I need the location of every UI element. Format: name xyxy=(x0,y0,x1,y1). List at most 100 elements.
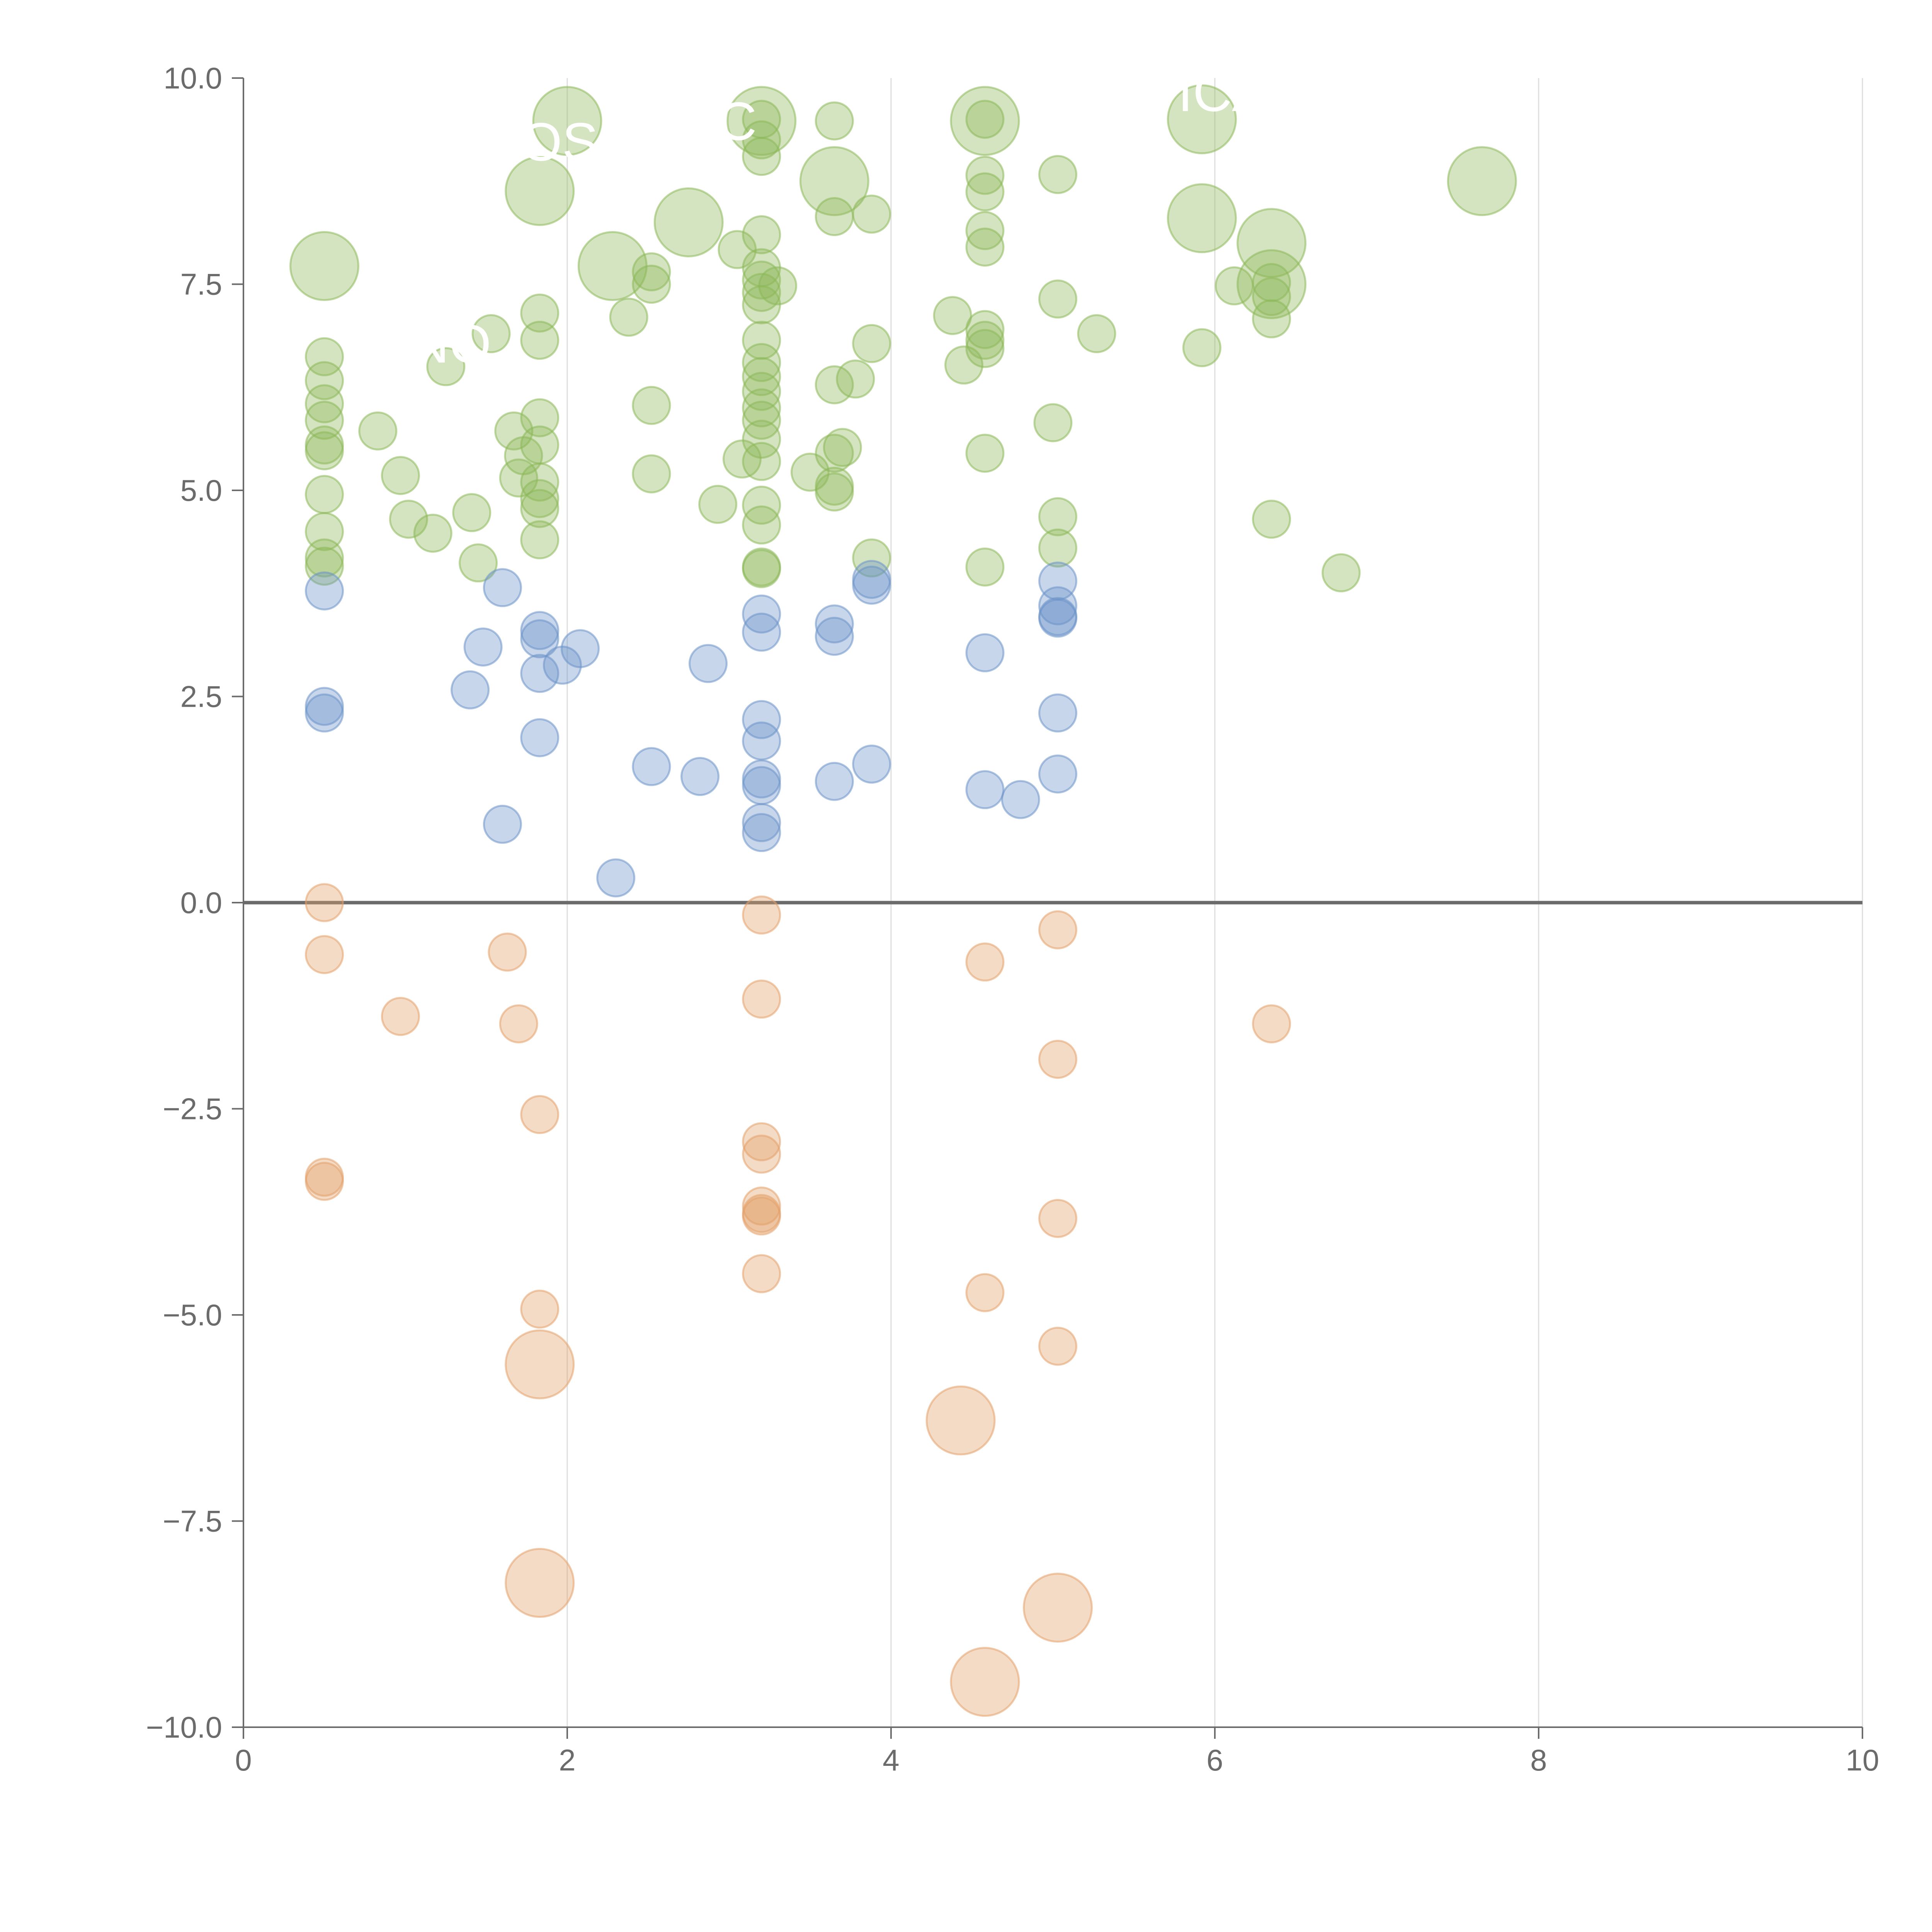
data-point xyxy=(1038,1039,1078,1079)
data-point xyxy=(1447,146,1517,216)
data-point xyxy=(505,156,575,226)
data-point xyxy=(742,980,781,1019)
data-point xyxy=(505,1548,575,1618)
data-point xyxy=(852,565,891,605)
data-point xyxy=(305,571,344,611)
data-point xyxy=(1252,1004,1291,1044)
data-point xyxy=(742,803,781,842)
data-point xyxy=(799,146,869,216)
data-point xyxy=(488,932,527,972)
data-point xyxy=(815,197,854,236)
data-point xyxy=(426,347,466,386)
data-point xyxy=(965,156,1005,195)
data-point xyxy=(505,1329,575,1400)
data-point xyxy=(305,475,344,514)
point-annotation: ICA xyxy=(1178,62,1268,122)
data-point xyxy=(823,428,862,467)
point-labels: NO OS C ICA xyxy=(410,62,1268,374)
data-point xyxy=(742,1196,781,1236)
data-point xyxy=(1038,910,1078,949)
data-point xyxy=(520,718,560,757)
data-point xyxy=(1252,277,1291,316)
data-point xyxy=(965,547,1005,587)
data-point xyxy=(520,489,560,528)
data-point xyxy=(836,359,875,399)
data-point xyxy=(742,813,781,852)
data-point xyxy=(852,538,891,578)
y-tick-label: 0.0 xyxy=(180,886,222,920)
data-point xyxy=(950,1647,1020,1717)
data-point xyxy=(689,644,728,683)
y-tick-label: −7.5 xyxy=(163,1504,222,1538)
data-point xyxy=(459,543,498,583)
data-point xyxy=(742,895,781,935)
data-point xyxy=(742,137,781,176)
data-point xyxy=(1167,84,1237,155)
data-point xyxy=(520,611,560,650)
data-point xyxy=(305,337,344,376)
data-point xyxy=(494,411,534,451)
data-point xyxy=(680,757,720,796)
data-point xyxy=(950,86,1020,156)
data-point xyxy=(451,670,490,709)
data-point xyxy=(520,1289,560,1329)
data-point xyxy=(1038,1327,1078,1366)
data-point xyxy=(1038,754,1078,794)
data-point xyxy=(520,1095,560,1134)
data-point xyxy=(305,384,344,423)
data-point xyxy=(815,101,854,141)
data-point xyxy=(852,744,891,784)
data-point xyxy=(742,388,781,428)
data-point xyxy=(1038,279,1078,319)
data-point xyxy=(742,215,781,254)
data-point xyxy=(742,273,781,312)
data-point xyxy=(742,343,781,382)
data-point xyxy=(632,252,671,291)
data-point xyxy=(1182,328,1221,367)
data-point xyxy=(532,86,602,156)
data-point xyxy=(1001,780,1040,819)
data-point xyxy=(742,357,781,396)
data-point xyxy=(698,485,738,524)
data-point xyxy=(305,538,344,578)
data-point xyxy=(965,321,1005,360)
data-point xyxy=(305,935,344,974)
data-point xyxy=(815,472,854,512)
data-point xyxy=(815,762,854,801)
data-point xyxy=(925,1385,996,1456)
data-point xyxy=(1038,155,1078,194)
data-point xyxy=(463,627,503,667)
data-point xyxy=(1038,528,1078,568)
data-point xyxy=(933,296,972,335)
data-point xyxy=(471,314,511,354)
data-point xyxy=(1038,497,1078,536)
x-tick-label: 0 xyxy=(235,1743,252,1777)
data-point xyxy=(520,398,560,437)
data-point xyxy=(742,120,781,160)
data-point xyxy=(965,172,1005,211)
data-point xyxy=(965,770,1005,810)
data-point xyxy=(561,629,600,668)
data-point xyxy=(305,1162,344,1201)
data-point xyxy=(1167,183,1237,253)
data-point xyxy=(1023,1573,1093,1643)
data-point xyxy=(742,721,781,761)
y-tick-label: 2.5 xyxy=(180,680,222,714)
data-point xyxy=(632,747,671,786)
point-annotation: C xyxy=(718,91,757,151)
data-point xyxy=(632,265,671,304)
data-point xyxy=(742,549,781,588)
data-point xyxy=(483,568,522,607)
y-tick-label: −10.0 xyxy=(146,1710,222,1744)
point-annotation: NO xyxy=(410,313,491,374)
data-point xyxy=(965,942,1005,982)
data-point xyxy=(1252,299,1291,338)
data-point xyxy=(742,420,781,459)
data-point xyxy=(609,298,648,337)
data-point xyxy=(520,293,560,333)
data-point xyxy=(520,619,560,658)
data-point xyxy=(742,372,781,411)
x-tick-label: 6 xyxy=(1206,1743,1223,1777)
data-point xyxy=(389,500,428,539)
